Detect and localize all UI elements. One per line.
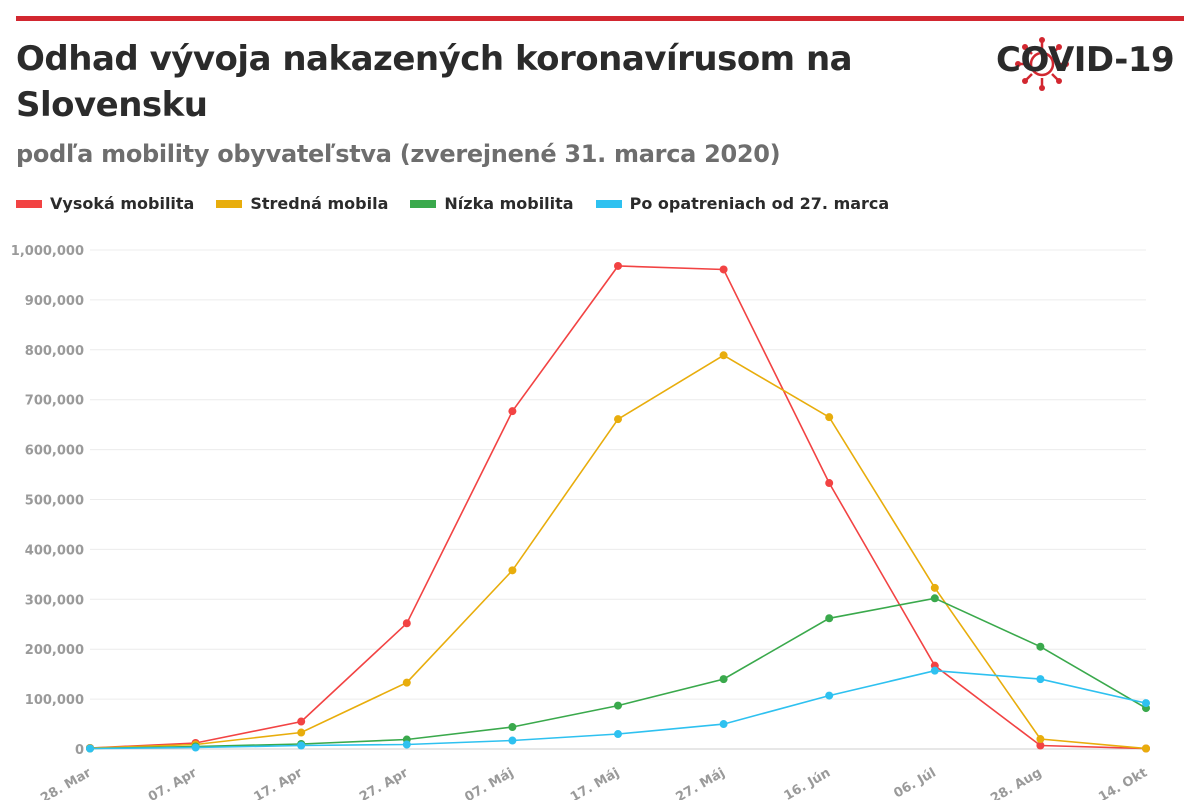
data-point-3-3[interactable] bbox=[402, 740, 411, 749]
data-point-1-4[interactable] bbox=[508, 566, 517, 575]
data-point-1-7[interactable] bbox=[825, 413, 834, 422]
data-point-3-2[interactable] bbox=[297, 741, 306, 750]
legend-item-after-measures[interactable]: Po opatreniach od 27. marca bbox=[595, 194, 890, 213]
y-tick-label: 300,000 bbox=[25, 593, 84, 608]
legend-item-medium[interactable]: Stredná mobila bbox=[216, 194, 388, 213]
data-point-0-3[interactable] bbox=[402, 619, 411, 628]
x-tick-label: 28. Aug bbox=[988, 765, 1044, 800]
data-point-3-5[interactable] bbox=[614, 730, 622, 739]
x-tick-label: 14. Okt bbox=[1096, 765, 1150, 800]
data-point-2-6[interactable] bbox=[719, 675, 728, 684]
legend-item-high[interactable]: Vysoká mobilita bbox=[16, 194, 194, 213]
data-point-0-7[interactable] bbox=[825, 479, 834, 488]
data-point-1-2[interactable] bbox=[297, 728, 306, 737]
legend-label-medium: Stredná mobila bbox=[250, 194, 389, 213]
legend-swatch-low bbox=[410, 199, 437, 208]
x-tick-label: 07. Máj bbox=[462, 765, 516, 800]
y-tick-label: 0 bbox=[75, 743, 84, 758]
data-point-0-6[interactable] bbox=[719, 265, 728, 274]
y-tick-label: 400,000 bbox=[25, 543, 84, 558]
data-point-0-5[interactable] bbox=[614, 261, 622, 270]
data-point-3-9[interactable] bbox=[1036, 675, 1045, 684]
data-point-2-7[interactable] bbox=[825, 614, 834, 623]
y-tick-label: 200,000 bbox=[25, 643, 84, 658]
data-point-1-9[interactable] bbox=[1036, 735, 1045, 744]
y-tick-label: 100,000 bbox=[25, 693, 84, 708]
x-tick-label: 28. Mar bbox=[38, 765, 94, 800]
legend-swatch-medium bbox=[216, 199, 243, 208]
data-point-1-3[interactable] bbox=[402, 678, 411, 687]
data-point-3-0[interactable] bbox=[86, 744, 94, 753]
legend-swatch-after-measures bbox=[595, 199, 622, 208]
data-point-0-9[interactable] bbox=[1036, 741, 1045, 750]
y-tick-label: 900,000 bbox=[25, 294, 84, 309]
data-point-2-5[interactable] bbox=[614, 701, 622, 710]
chart-subtitle: podľa mobility obyvateľstva (zverejnené … bbox=[16, 140, 781, 168]
x-tick-label: 17. Apr bbox=[252, 765, 306, 800]
x-tick-label: 27. Máj bbox=[674, 765, 728, 800]
data-point-2-4[interactable] bbox=[508, 723, 517, 732]
series-line-1 bbox=[89, 354, 1147, 750]
data-point-2-8[interactable] bbox=[930, 594, 939, 603]
y-tick-label: 500,000 bbox=[25, 494, 84, 509]
data-point-1-8[interactable] bbox=[930, 583, 939, 592]
x-tick-label: 16. Jún bbox=[782, 765, 834, 800]
y-tick-label: 600,000 bbox=[25, 444, 84, 459]
legend-label-low: Nízka mobilita bbox=[444, 194, 574, 213]
y-tick-label: 700,000 bbox=[25, 394, 84, 409]
data-point-1-5[interactable] bbox=[614, 415, 622, 424]
legend-item-low[interactable]: Nízka mobilita bbox=[410, 194, 574, 213]
data-point-0-4[interactable] bbox=[508, 407, 517, 416]
virus-icon bbox=[1015, 37, 1069, 91]
data-point-3-4[interactable] bbox=[508, 736, 517, 745]
y-tick-label: 1,000,000 bbox=[11, 244, 84, 259]
data-point-1-10[interactable] bbox=[1142, 744, 1150, 753]
x-tick-label: 27. Apr bbox=[357, 765, 411, 800]
series-line-0 bbox=[89, 265, 1147, 750]
x-tick-label: 06. Júl bbox=[891, 765, 938, 800]
y-tick-label: 800,000 bbox=[25, 344, 84, 359]
data-point-0-2[interactable] bbox=[297, 717, 306, 726]
data-point-3-10[interactable] bbox=[1142, 699, 1150, 708]
x-tick-label: 17. Máj bbox=[568, 765, 622, 800]
data-point-3-8[interactable] bbox=[930, 666, 939, 675]
data-point-2-9[interactable] bbox=[1036, 642, 1045, 651]
data-point-3-6[interactable] bbox=[719, 720, 728, 729]
line-chart: 0 100,000 200,000 300,000 400,000 500,000 600,… bbox=[11, 244, 1150, 800]
legend-swatch-high bbox=[16, 199, 42, 208]
legend-label-after-measures: Po opatreniach od 27. marca bbox=[629, 194, 890, 213]
logo-text: COVID-19 bbox=[996, 40, 1175, 80]
data-point-3-7[interactable] bbox=[825, 691, 834, 700]
series-line-2 bbox=[89, 597, 1147, 750]
data-point-1-6[interactable] bbox=[719, 351, 728, 360]
covid-logo: COVID-19 bbox=[996, 36, 1176, 92]
accent-bar bbox=[16, 16, 1184, 21]
x-tick-label: 07. Apr bbox=[146, 765, 200, 800]
data-point-3-1[interactable] bbox=[191, 743, 200, 752]
chart-title: Odhad vývoja nakazených koronavírusom na… bbox=[16, 39, 853, 125]
legend-label-high: Vysoká mobilita bbox=[50, 194, 195, 213]
legend: Vysoká mobilita Stredná mobila Nízka mob… bbox=[16, 194, 889, 213]
